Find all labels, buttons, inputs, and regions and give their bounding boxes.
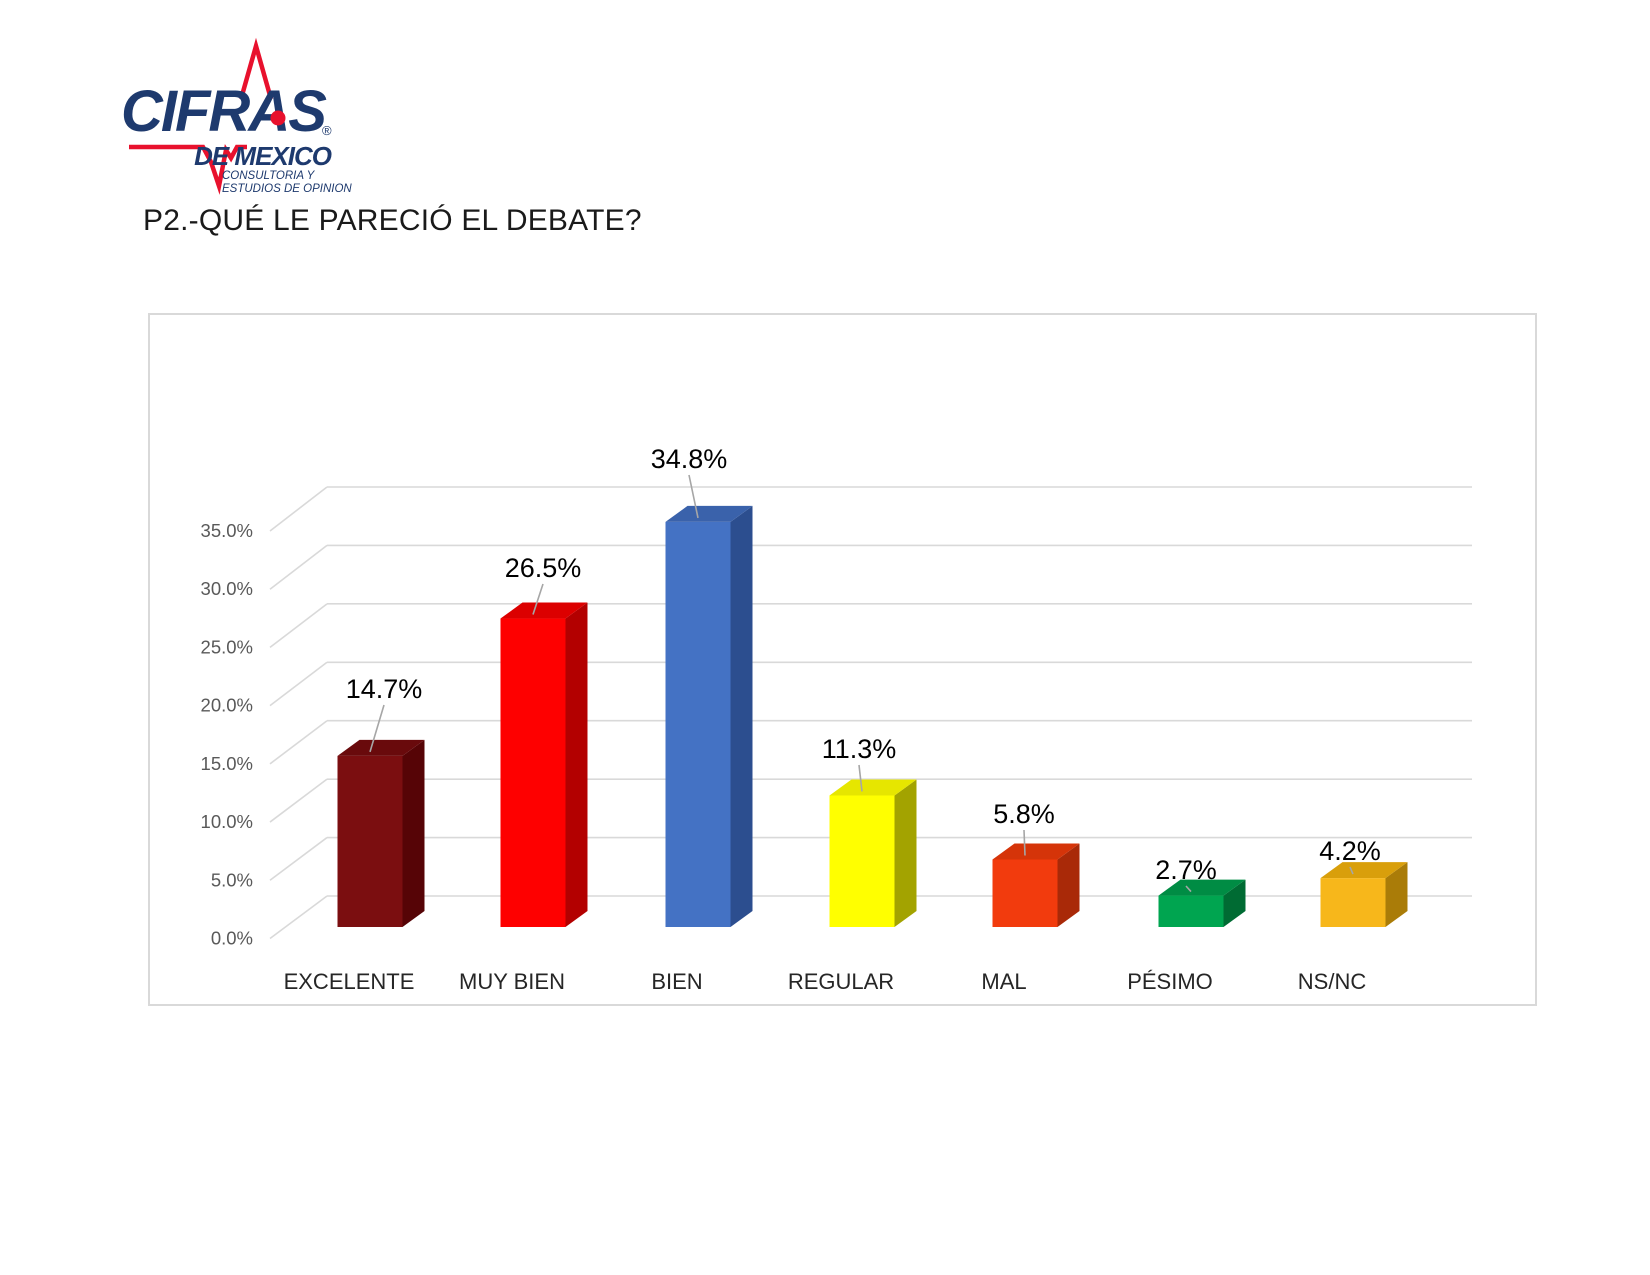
bar-regular-front-face: [829, 795, 895, 927]
bar-ns-nc-front-face: [1320, 878, 1386, 927]
bar-p-simo-top-face: [1158, 879, 1246, 896]
data-label: 11.3%: [822, 734, 897, 764]
gridline-diagonal: [269, 895, 328, 940]
y-axis-tick-label: 15.0%: [201, 753, 253, 774]
gridline-diagonal: [269, 544, 328, 590]
bar-chart-svg: 0.0% 5.0% 10.0% 15.0% 20.0% 25.0% 30.0% 35.0% 14…: [201, 444, 1472, 994]
gridline-diagonal: [269, 720, 328, 765]
category-label-ns-nc: NS/NC: [1298, 969, 1367, 994]
y-axis-tick-label: 20.0%: [201, 695, 253, 716]
data-label: 5.8%: [993, 799, 1055, 829]
y-axis-tick-label: 5.0%: [211, 869, 253, 890]
y-axis-tick-label: 25.0%: [201, 636, 253, 657]
bar-excelente-top-face: [337, 739, 425, 756]
pulse-peak-icon: [238, 37, 274, 100]
bar-ns-nc-side-face: [1385, 862, 1408, 927]
logo-brand-text: CIFRAS: [121, 79, 327, 144]
category-label-bien: BIEN: [651, 969, 702, 994]
bar-muy-bien-top-face: [500, 602, 588, 619]
bar-mal-side-face: [1057, 843, 1080, 927]
data-label: 4.2%: [1319, 836, 1381, 866]
gridline-diagonal: [269, 603, 328, 649]
cifras-logo: CIFRAS ® DE MEXICO CONSULTORIA Y ESTUDIO…: [115, 25, 375, 200]
bar-muy-bien-front-face: [500, 618, 566, 927]
logo-registered-mark: ®: [322, 123, 332, 138]
cifras-logo-graphic: CIFRAS ® DE MEXICO CONSULTORIA Y ESTUDIO…: [121, 37, 352, 195]
bar-muy-bien-side-face: [565, 602, 588, 927]
gridline-diagonal: [269, 661, 328, 707]
data-label-leader-line: [369, 704, 385, 753]
chart-area: 0.0% 5.0% 10.0% 15.0% 20.0% 25.0% 30.0% 35.0% 14…: [148, 313, 1537, 1006]
bar-bien-front-face: [665, 521, 731, 927]
data-label-leader-line: [1349, 866, 1354, 875]
data-label-leader-line: [1023, 829, 1026, 856]
bar-regular-top-face: [829, 779, 917, 796]
category-label-mal: MAL: [981, 969, 1026, 994]
y-axis-tick-label: 0.0%: [211, 928, 253, 949]
bar-regular-side-face: [894, 779, 917, 927]
bar-ns-nc-top-face: [1320, 862, 1408, 879]
y-axis-tick-label: 10.0%: [201, 811, 253, 832]
bar-mal-front-face: [992, 859, 1058, 927]
bar-bien-top-face: [665, 505, 753, 522]
category-label-muy-bien: MUY BIEN: [459, 969, 565, 994]
bar-mal-top-face: [992, 843, 1080, 860]
data-label: 14.7%: [346, 674, 423, 704]
logo-tagline-line1: CONSULTORIA Y: [222, 170, 316, 182]
bar-excelente-side-face: [402, 739, 425, 927]
data-label-leader-line: [858, 764, 863, 792]
data-label-leader-line: [532, 583, 544, 615]
category-label-regular: REGULAR: [788, 969, 894, 994]
bar-p-simo-side-face: [1223, 879, 1246, 927]
y-axis-tick-label: 35.0%: [201, 520, 253, 541]
data-label: 2.7%: [1155, 855, 1217, 885]
gridline-diagonal: [269, 836, 328, 881]
bar-excelente-front-face: [337, 755, 403, 927]
logo-red-dot-icon: [270, 110, 286, 126]
logo-subbrand-text: DE MEXICO: [194, 141, 332, 171]
data-label-leader-line: [1185, 885, 1192, 893]
pulse-line-icon: [129, 143, 247, 195]
gridline-diagonal: [269, 486, 328, 532]
data-label: 26.5%: [505, 553, 582, 583]
page-title: P2.-QUÉ LE PARECIÓ EL DEBATE?: [143, 204, 642, 237]
gridline-diagonal: [269, 778, 328, 823]
category-label-excelente: EXCELENTE: [284, 969, 415, 994]
y-axis-tick-label: 30.0%: [201, 578, 253, 599]
bar-bien-side-face: [730, 505, 753, 927]
data-label-leader-line: [688, 474, 699, 519]
category-label-p-simo: PÉSIMO: [1127, 969, 1213, 994]
logo-tagline-line2: ESTUDIOS DE OPINION: [222, 183, 352, 195]
data-label: 34.8%: [651, 444, 728, 474]
bar-p-simo-front-face: [1158, 895, 1224, 927]
